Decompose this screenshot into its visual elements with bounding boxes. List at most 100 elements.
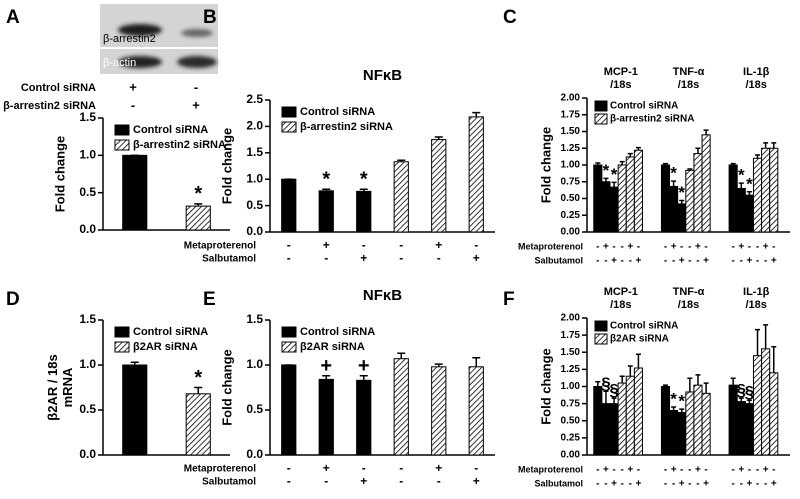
western-blot: β-arrestin2 β-actin Control siRNA + - β-… xyxy=(3,4,218,112)
condition-mark: - xyxy=(362,238,366,252)
y-tick-label: 1.5 xyxy=(79,110,96,124)
condition-mark: - xyxy=(772,465,775,476)
condition-mark: - xyxy=(362,461,366,475)
condition-mark: - xyxy=(596,479,599,490)
significance-mark: § xyxy=(601,374,610,393)
bar xyxy=(744,194,754,233)
legend-swatch xyxy=(281,326,297,338)
significance-mark: § xyxy=(745,383,754,402)
blot-mark: + xyxy=(129,79,137,94)
significance-mark: * xyxy=(670,390,677,409)
y-tick-label: 0.0 xyxy=(246,224,263,238)
bar xyxy=(693,384,703,456)
error-bar xyxy=(755,154,761,159)
condition-mark: - xyxy=(621,256,624,267)
significance-mark: * xyxy=(678,183,685,202)
condition-mark: - xyxy=(696,479,699,490)
condition-mark: + xyxy=(636,256,642,267)
y-tick-label: 2.0 xyxy=(246,119,263,133)
legend-swatch xyxy=(114,139,130,151)
bar xyxy=(752,157,763,233)
error-bar xyxy=(397,159,406,162)
error-bar xyxy=(322,188,331,191)
group-label: TNF-α xyxy=(673,286,705,298)
bar xyxy=(660,164,671,233)
y-tick-label: 1.00 xyxy=(561,160,581,171)
legend-swatch xyxy=(281,341,297,353)
error-bar xyxy=(434,363,443,367)
error-bar xyxy=(359,375,368,381)
condition-mark: - xyxy=(621,465,624,476)
condition-mark: + xyxy=(771,256,777,267)
condition-mark: + xyxy=(763,465,769,476)
bar xyxy=(617,164,627,233)
bar xyxy=(593,386,603,456)
condition-mark: + xyxy=(473,474,480,488)
error-bar xyxy=(619,375,625,384)
y-tick-label: 0.0 xyxy=(246,447,263,461)
bar xyxy=(185,393,211,456)
bar xyxy=(685,391,695,456)
error-bar xyxy=(322,375,331,380)
bar xyxy=(431,366,447,456)
y-tick-label: 1.0 xyxy=(246,171,263,185)
chart-title: NFκB xyxy=(363,287,402,304)
condition-mark: - xyxy=(731,479,734,490)
group-label: MCP-1 xyxy=(604,286,638,298)
error-bar xyxy=(671,406,677,411)
condition-mark: + xyxy=(679,479,685,490)
error-bar xyxy=(746,399,752,404)
error-bar xyxy=(194,203,203,207)
bar xyxy=(633,149,643,233)
y-tick-label: 1.00 xyxy=(561,381,581,392)
y-axis-label: Fold change xyxy=(52,136,67,213)
condition-mark: - xyxy=(731,465,734,476)
bar xyxy=(769,147,779,233)
error-bar xyxy=(635,353,641,369)
error-bar xyxy=(730,377,736,386)
condition-mark: - xyxy=(688,465,691,476)
error-bar xyxy=(687,168,693,171)
condition-mark: + xyxy=(679,256,685,267)
bar xyxy=(769,372,779,456)
y-axis-label: Fold change xyxy=(538,348,553,425)
condition-mark: - xyxy=(612,242,615,253)
blot-label: β-arrestin2 xyxy=(103,33,156,45)
y-tick-label: 0.00 xyxy=(561,227,581,238)
condition-mark: - xyxy=(704,465,707,476)
condition-mark: - xyxy=(664,242,667,253)
condition-mark: - xyxy=(748,242,751,253)
group-label: /18s xyxy=(610,79,631,91)
condition-mark: - xyxy=(704,242,707,253)
panel-label: F xyxy=(503,289,515,310)
condition-mark: - xyxy=(612,465,615,476)
legend-swatch xyxy=(594,113,608,125)
error-bar xyxy=(695,147,701,154)
condition-mark: + xyxy=(703,256,709,267)
condition-name: Salbutamol xyxy=(202,477,256,488)
condition-name: Metaproterenol xyxy=(518,464,583,474)
y-tick-label: 0.5 xyxy=(79,185,96,199)
significance-mark: * xyxy=(322,169,330,191)
bar xyxy=(122,364,148,456)
condition-mark: + xyxy=(703,479,709,490)
group-label: /18s xyxy=(745,79,766,91)
error-bar xyxy=(687,377,693,392)
condition-mark: + xyxy=(636,479,642,490)
condition-mark: + xyxy=(473,251,480,265)
error-bar xyxy=(472,111,481,117)
bar xyxy=(281,178,297,233)
y-axis-label: Fold change xyxy=(219,128,234,205)
bar xyxy=(761,348,771,456)
bar xyxy=(609,186,619,233)
group-label: IL-1β xyxy=(743,286,770,298)
y-tick-label: 0.75 xyxy=(561,398,581,409)
error-bar xyxy=(397,352,406,359)
error-bar xyxy=(671,180,677,187)
condition-mark: - xyxy=(664,479,667,490)
bar xyxy=(736,187,746,233)
condition-mark: - xyxy=(621,479,624,490)
chart-title: NFκB xyxy=(363,67,402,84)
condition-mark: - xyxy=(287,474,291,488)
